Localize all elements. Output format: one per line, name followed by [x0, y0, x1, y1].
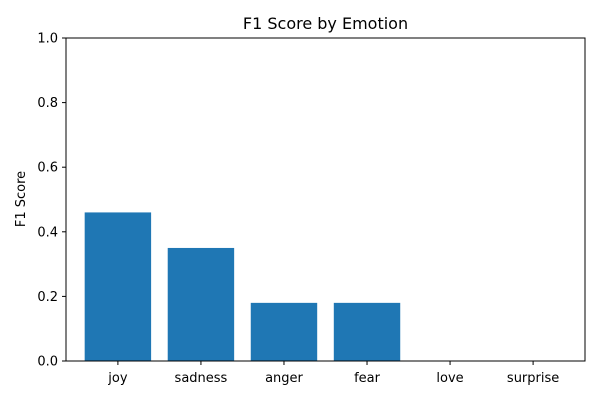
bars-layer — [84, 212, 401, 361]
plot-frame — [65, 37, 586, 362]
y-tick-label: 0.0 — [37, 355, 58, 370]
y-tick-label: 1.0 — [37, 32, 58, 47]
y-tick-label: 0.4 — [37, 225, 58, 240]
chart-title: F1 Score by Emotion — [243, 14, 408, 33]
bar-sadness — [167, 247, 235, 361]
x-tick-label: love — [436, 371, 463, 386]
x-tick-label: joy — [107, 371, 128, 386]
y-axis-label: F1 Score — [14, 171, 29, 227]
x-tick-label: surprise — [507, 371, 559, 386]
x-tick-label: fear — [354, 371, 381, 386]
bar-fear — [333, 302, 401, 361]
y-tick-label: 0.6 — [37, 161, 58, 176]
x-ticks-layer: joy sadness anger fear love surprise — [107, 361, 559, 386]
x-tick-label: anger — [265, 371, 303, 386]
bar-joy — [84, 212, 152, 361]
y-tick-label: 0.8 — [37, 96, 58, 111]
bar-anger — [250, 302, 318, 361]
y-tick-label: 0.2 — [37, 290, 58, 305]
x-tick-label: sadness — [175, 371, 228, 386]
y-ticks-layer: 0.0 0.2 0.4 0.6 0.8 1.0 — [37, 32, 66, 370]
